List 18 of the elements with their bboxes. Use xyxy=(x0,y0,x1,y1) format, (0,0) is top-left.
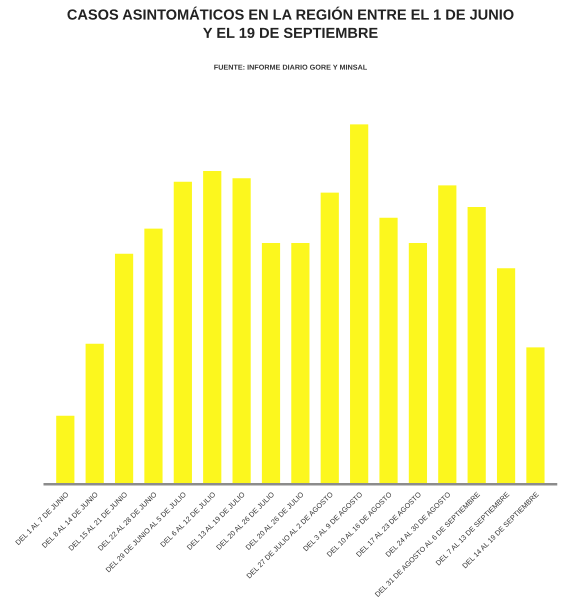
chart-title: CASOS ASINTOMÁTICOS EN LA REGIÓN ENTRE EL 1 DE JUNIO Y EL 19 DE SEPTIEMBRE xyxy=(67,6,514,38)
bar xyxy=(86,344,104,484)
bar xyxy=(114,254,134,484)
bar xyxy=(379,218,398,484)
bar xyxy=(320,192,339,484)
bar xyxy=(496,268,516,484)
bar xyxy=(350,124,368,484)
bar xyxy=(203,171,222,484)
bar xyxy=(526,347,545,484)
bar xyxy=(232,178,251,484)
bar xyxy=(408,243,428,484)
bar xyxy=(262,243,280,484)
bar xyxy=(468,207,486,484)
bar xyxy=(144,228,163,484)
bar xyxy=(291,243,310,484)
bar xyxy=(174,182,192,484)
bar xyxy=(56,416,74,484)
bar xyxy=(438,185,456,484)
